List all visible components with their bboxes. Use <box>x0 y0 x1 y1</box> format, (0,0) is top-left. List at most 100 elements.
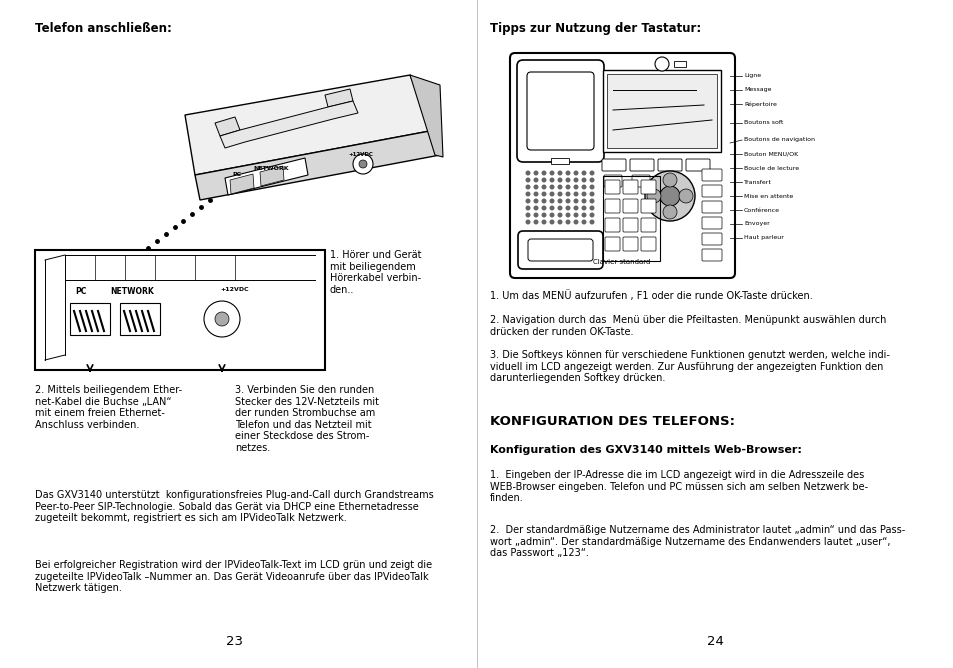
Text: +12VDC: +12VDC <box>348 152 373 157</box>
Polygon shape <box>214 117 240 136</box>
Text: Bei erfolgreicher Registration wird der IPVideoTalk-Text im LCD grün und zeigt d: Bei erfolgreicher Registration wird der … <box>35 560 432 593</box>
Polygon shape <box>185 75 435 175</box>
Bar <box>673 61 685 67</box>
Circle shape <box>533 170 537 176</box>
Circle shape <box>565 220 570 224</box>
Circle shape <box>662 173 677 187</box>
Text: KONFIGURATION DES TELEFONS:: KONFIGURATION DES TELEFONS: <box>490 415 734 428</box>
Circle shape <box>549 170 554 176</box>
FancyBboxPatch shape <box>517 231 602 269</box>
Circle shape <box>541 220 546 224</box>
Text: Boutons soft: Boutons soft <box>743 120 782 126</box>
FancyBboxPatch shape <box>640 199 656 213</box>
Polygon shape <box>260 166 284 186</box>
Circle shape <box>549 198 554 204</box>
Circle shape <box>541 170 546 176</box>
Circle shape <box>589 206 594 210</box>
Text: Das GXV3140 unterstützt  konfigurationsfreies Plug-and-Call durch Grandstreams
P: Das GXV3140 unterstützt konfigurationsfr… <box>35 490 434 523</box>
Text: Transfert: Transfert <box>743 180 771 184</box>
Circle shape <box>565 170 570 176</box>
Text: Tipps zur Nutzung der Tastatur:: Tipps zur Nutzung der Tastatur: <box>490 22 700 35</box>
Circle shape <box>525 206 530 210</box>
Circle shape <box>557 220 562 224</box>
Circle shape <box>581 178 586 182</box>
FancyBboxPatch shape <box>640 237 656 251</box>
Circle shape <box>549 220 554 224</box>
FancyBboxPatch shape <box>526 72 594 150</box>
Text: PC: PC <box>75 287 87 296</box>
Circle shape <box>541 212 546 218</box>
Circle shape <box>557 184 562 190</box>
Circle shape <box>646 189 660 203</box>
Circle shape <box>541 198 546 204</box>
Circle shape <box>565 192 570 196</box>
Text: Clavier standard: Clavier standard <box>593 259 650 265</box>
FancyBboxPatch shape <box>701 201 721 213</box>
Circle shape <box>557 198 562 204</box>
Bar <box>551 158 568 164</box>
Circle shape <box>573 198 578 204</box>
Text: 3. Verbinden Sie den runden
Stecker des 12V-Netzteils mit
der runden Strombuchse: 3. Verbinden Sie den runden Stecker des … <box>234 385 378 453</box>
Circle shape <box>679 189 692 203</box>
Text: Message: Message <box>743 88 771 92</box>
Circle shape <box>573 192 578 196</box>
FancyBboxPatch shape <box>701 169 721 181</box>
Circle shape <box>573 184 578 190</box>
FancyBboxPatch shape <box>631 175 649 187</box>
Text: 24: 24 <box>706 635 722 648</box>
Circle shape <box>644 171 695 221</box>
Text: 23: 23 <box>226 635 243 648</box>
Circle shape <box>565 212 570 218</box>
Circle shape <box>557 170 562 176</box>
Text: 1. Hörer und Gerät
mit beiliegendem
Hörerkabel verbin-
den..: 1. Hörer und Gerät mit beiliegendem Höre… <box>330 250 421 295</box>
Text: 2. Mittels beiliegendem Ether-
net-Kabel die Buchse „LAN“
mit einem freien Ether: 2. Mittels beiliegendem Ether- net-Kabel… <box>35 385 182 430</box>
Circle shape <box>549 184 554 190</box>
Circle shape <box>573 178 578 182</box>
Circle shape <box>589 178 594 182</box>
Text: Mise en attente: Mise en attente <box>743 194 792 198</box>
Circle shape <box>581 184 586 190</box>
Text: 3. Die Softkeys können für verschiedene Funktionen genutzt werden, welche indi-
: 3. Die Softkeys können für verschiedene … <box>490 350 889 383</box>
Circle shape <box>525 184 530 190</box>
FancyBboxPatch shape <box>622 199 638 213</box>
FancyBboxPatch shape <box>604 199 619 213</box>
Circle shape <box>581 220 586 224</box>
Circle shape <box>565 198 570 204</box>
Circle shape <box>525 198 530 204</box>
Circle shape <box>525 170 530 176</box>
Circle shape <box>565 184 570 190</box>
FancyBboxPatch shape <box>622 218 638 232</box>
Text: Bouton MENU/OK: Bouton MENU/OK <box>743 152 798 156</box>
Circle shape <box>525 178 530 182</box>
Circle shape <box>549 192 554 196</box>
FancyBboxPatch shape <box>658 159 681 171</box>
FancyBboxPatch shape <box>517 60 603 162</box>
Circle shape <box>565 178 570 182</box>
Text: Boutons de navigation: Boutons de navigation <box>743 138 814 142</box>
Polygon shape <box>220 101 357 148</box>
Circle shape <box>533 206 537 210</box>
Text: Telefon anschließen:: Telefon anschließen: <box>35 22 172 35</box>
Polygon shape <box>194 130 439 200</box>
Circle shape <box>358 160 367 168</box>
Bar <box>35 250 325 370</box>
Text: 1. Um das MENÜ aufzurufen , F1 oder die runde OK-Taste drücken.: 1. Um das MENÜ aufzurufen , F1 oder die … <box>490 290 812 301</box>
FancyBboxPatch shape <box>701 233 721 245</box>
Circle shape <box>662 205 677 219</box>
Circle shape <box>573 170 578 176</box>
Circle shape <box>525 212 530 218</box>
Circle shape <box>533 220 537 224</box>
Text: PC: PC <box>232 172 241 177</box>
Bar <box>602 176 659 261</box>
Text: Envoyer: Envoyer <box>743 222 769 226</box>
Circle shape <box>204 301 240 337</box>
Text: NETWORK: NETWORK <box>110 287 153 296</box>
Circle shape <box>573 206 578 210</box>
Text: 2.  Der standardmäßige Nutzername des Administrator lautet „admin“ und das Pass-: 2. Der standardmäßige Nutzername des Adm… <box>490 525 904 558</box>
Circle shape <box>557 206 562 210</box>
Circle shape <box>533 192 537 196</box>
Circle shape <box>541 184 546 190</box>
FancyBboxPatch shape <box>701 217 721 229</box>
Circle shape <box>589 220 594 224</box>
Circle shape <box>533 178 537 182</box>
